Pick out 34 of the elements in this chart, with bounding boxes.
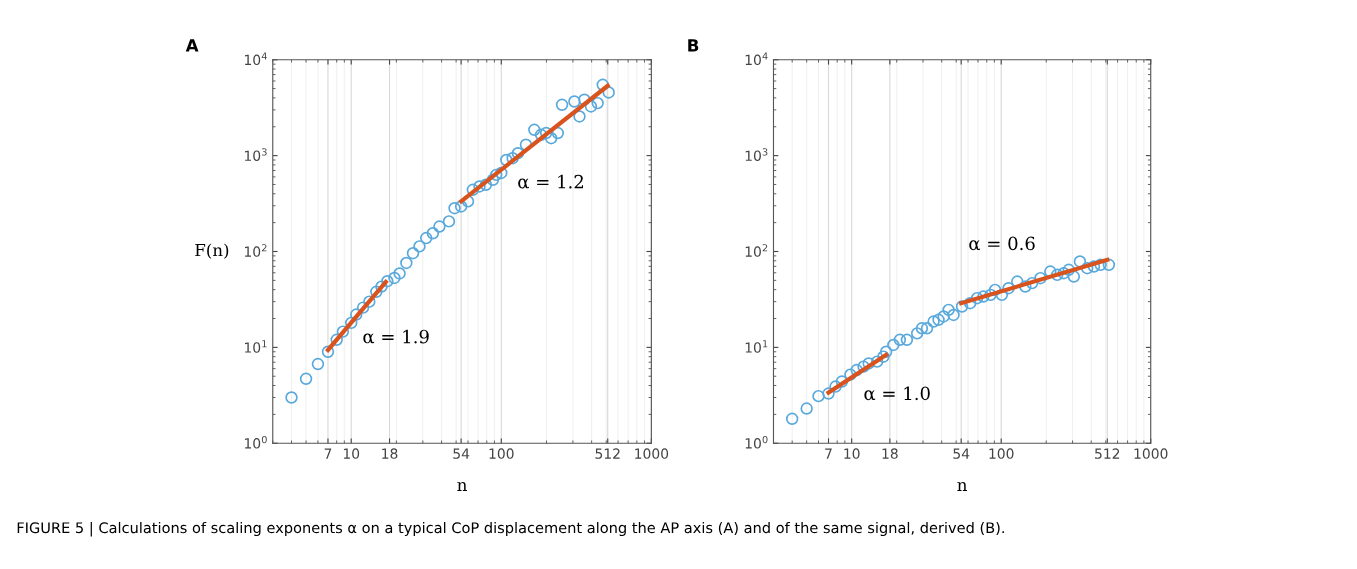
- x-tick-label: 100: [489, 448, 514, 459]
- y-tick-label: 10$^{0}$: [244, 435, 267, 449]
- x-axis-title: n: [457, 482, 467, 491]
- x-tick-label: 100: [989, 448, 1014, 459]
- y-tick-label: 10$^{4}$: [745, 52, 768, 66]
- y-tick-label: 10$^{3}$: [745, 148, 768, 161]
- chart-title: B: [688, 39, 699, 52]
- y-tick-label: 10$^{1}$: [745, 340, 768, 353]
- annotation: α = 1.0: [864, 386, 930, 401]
- annotation: α = 1.9: [363, 329, 429, 344]
- x-tick-label: 7: [324, 448, 332, 459]
- y-tick-label: 10$^{0}$: [745, 435, 768, 449]
- y-axis-title: F(n): [195, 243, 229, 259]
- y-tick-label: 10$^{2}$: [745, 244, 768, 257]
- x-tick-label: 7: [825, 448, 832, 459]
- x-tick-label: 18: [882, 448, 898, 459]
- x-axis-title: n: [957, 482, 968, 491]
- x-tick-label: 10: [844, 448, 860, 459]
- y-tick-label: 10$^{2}$: [244, 244, 267, 257]
- x-tick-label: 18: [382, 448, 398, 459]
- y-tick-label: 10$^{3}$: [244, 148, 267, 161]
- x-tick-label: 512: [595, 448, 620, 459]
- y-tick-label: 10$^{1}$: [244, 340, 267, 353]
- x-tick-label: 54: [953, 448, 970, 459]
- annotation: α = 1.2: [518, 174, 584, 189]
- x-tick-label: 1000: [635, 448, 669, 459]
- x-tick-label: 512: [1095, 448, 1120, 459]
- x-tick-label: 10: [343, 448, 360, 459]
- caption: FIGURE 5 | Calculations of scaling exponents α on a typical CoP displacement along the AP axis (A) and of the same signal, derived (B).: [17, 521, 1004, 537]
- annotation: α = 0.6: [969, 236, 1035, 251]
- y-tick-label: 10$^{4}$: [244, 52, 267, 66]
- x-tick-label: 54: [453, 448, 470, 459]
- chart-title: A: [185, 39, 199, 52]
- x-tick-label: 1000: [1134, 448, 1168, 459]
